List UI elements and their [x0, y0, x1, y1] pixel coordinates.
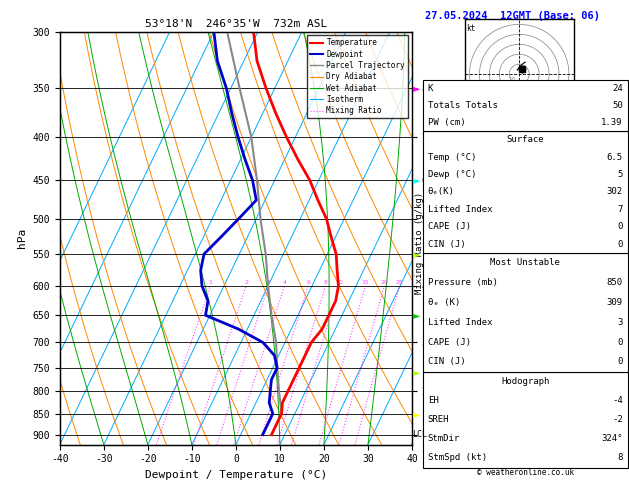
Text: SREH: SREH	[428, 415, 449, 424]
Text: 20: 20	[502, 84, 509, 89]
Text: © weatheronline.co.uk: © weatheronline.co.uk	[477, 468, 574, 477]
Text: 10: 10	[335, 279, 343, 285]
Text: 20: 20	[381, 279, 388, 285]
Text: 850: 850	[606, 278, 623, 287]
Text: ►: ►	[413, 175, 420, 185]
Text: ►: ►	[413, 249, 420, 259]
Text: 302: 302	[606, 188, 623, 196]
Title: 53°18'N  246°35'W  732m ASL: 53°18'N 246°35'W 732m ASL	[145, 19, 327, 30]
Text: 30: 30	[495, 91, 502, 96]
Text: 0: 0	[617, 222, 623, 231]
Text: LCL: LCL	[412, 430, 427, 439]
Text: 6.5: 6.5	[606, 153, 623, 162]
Text: 2: 2	[244, 279, 248, 285]
Text: Totals Totals: Totals Totals	[428, 101, 498, 110]
Text: StmDir: StmDir	[428, 434, 460, 443]
Text: Lifted Index: Lifted Index	[428, 205, 493, 214]
Text: Pressure (mb): Pressure (mb)	[428, 278, 498, 287]
Text: θₑ (K): θₑ (K)	[428, 298, 460, 307]
Text: ►: ►	[413, 83, 420, 93]
Text: 8: 8	[324, 279, 328, 285]
Text: kt: kt	[467, 24, 476, 34]
Text: ►: ►	[413, 409, 420, 418]
Text: 5: 5	[617, 170, 623, 179]
Text: PW (cm): PW (cm)	[428, 118, 465, 127]
Text: Most Unstable: Most Unstable	[490, 258, 560, 267]
Text: 309: 309	[606, 298, 623, 307]
Text: 1: 1	[209, 279, 213, 285]
Legend: Temperature, Dewpoint, Parcel Trajectory, Dry Adiabat, Wet Adiabat, Isotherm, Mi: Temperature, Dewpoint, Parcel Trajectory…	[306, 35, 408, 118]
Text: 8: 8	[617, 453, 623, 463]
Text: ►: ►	[413, 367, 420, 378]
Text: Hodograph: Hodograph	[501, 377, 549, 386]
Text: 7: 7	[617, 205, 623, 214]
Text: 50: 50	[612, 101, 623, 110]
Text: CAPE (J): CAPE (J)	[428, 222, 470, 231]
Text: 1.39: 1.39	[601, 118, 623, 127]
Text: Temp (°C): Temp (°C)	[428, 153, 476, 162]
Text: ►: ►	[413, 310, 420, 320]
Text: 0: 0	[617, 357, 623, 366]
Text: Lifted Index: Lifted Index	[428, 318, 493, 327]
Text: CAPE (J): CAPE (J)	[428, 337, 470, 347]
Text: 25: 25	[396, 279, 403, 285]
Text: 0: 0	[617, 337, 623, 347]
Text: K: K	[428, 84, 433, 93]
Text: 24: 24	[612, 84, 623, 93]
Text: -4: -4	[612, 396, 623, 405]
Text: StmSpd (kt): StmSpd (kt)	[428, 453, 487, 463]
Text: EH: EH	[428, 396, 438, 405]
Text: 324°: 324°	[601, 434, 623, 443]
Text: 4: 4	[282, 279, 286, 285]
Text: θₑ(K): θₑ(K)	[428, 188, 455, 196]
Text: Mixing Ratio (g/kg): Mixing Ratio (g/kg)	[415, 192, 424, 294]
Text: 3: 3	[266, 279, 270, 285]
Text: 10: 10	[509, 77, 516, 82]
Text: Dewp (°C): Dewp (°C)	[428, 170, 476, 179]
Y-axis label: hPa: hPa	[17, 228, 27, 248]
Text: CIN (J): CIN (J)	[428, 240, 465, 248]
Y-axis label: km
ASL: km ASL	[430, 229, 452, 247]
Text: 15: 15	[362, 279, 369, 285]
Text: Surface: Surface	[506, 136, 544, 144]
Text: 27.05.2024  12GMT (Base: 06): 27.05.2024 12GMT (Base: 06)	[425, 11, 599, 21]
Text: 0: 0	[617, 240, 623, 248]
Text: CIN (J): CIN (J)	[428, 357, 465, 366]
X-axis label: Dewpoint / Temperature (°C): Dewpoint / Temperature (°C)	[145, 470, 327, 480]
Text: 6: 6	[306, 279, 310, 285]
Text: -2: -2	[612, 415, 623, 424]
Text: 3: 3	[617, 318, 623, 327]
